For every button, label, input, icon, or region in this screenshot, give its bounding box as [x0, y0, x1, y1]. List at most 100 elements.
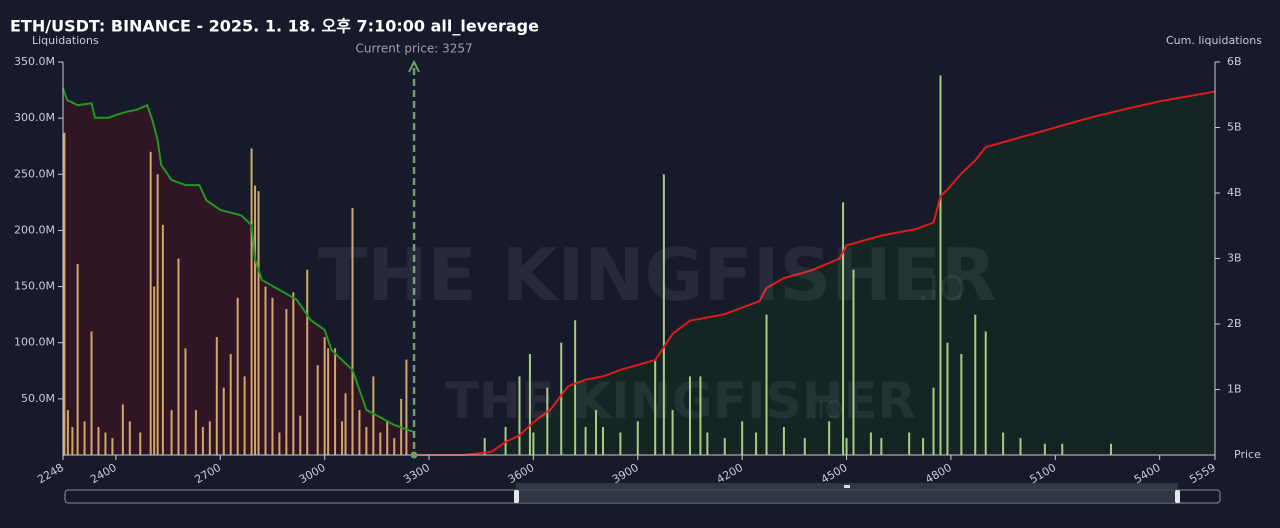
bar: [386, 421, 389, 455]
bar: [852, 269, 855, 455]
bar: [90, 331, 93, 455]
bar: [869, 432, 872, 455]
y-tick-label: 200.0M: [14, 223, 55, 236]
bar: [880, 438, 883, 455]
bar: [619, 432, 622, 455]
bar: [341, 421, 344, 455]
bar: [699, 376, 702, 455]
bar: [184, 348, 187, 455]
bar: [156, 174, 159, 456]
y-tick-label: 100.0M: [14, 336, 55, 349]
bar: [254, 185, 257, 455]
bar: [83, 421, 86, 455]
bar: [111, 438, 114, 455]
bar: [271, 297, 274, 455]
bar: [170, 410, 173, 455]
bar: [121, 404, 124, 455]
bar: [908, 432, 911, 455]
bar: [327, 348, 330, 455]
bar: [636, 421, 639, 455]
y2-tick-label: 6B: [1227, 55, 1242, 68]
bar: [405, 359, 408, 455]
watermark: THE KINGFISHER: [318, 233, 996, 317]
current-price-arrow: [408, 59, 420, 73]
bar: [671, 410, 674, 455]
bar: [292, 292, 295, 455]
bar: [208, 421, 211, 455]
bar: [723, 438, 726, 455]
watermark-suffix: .IO: [918, 269, 966, 309]
bar: [1061, 443, 1064, 455]
bar: [688, 376, 691, 455]
bar: [278, 432, 281, 455]
bar: [782, 426, 785, 455]
bar: [828, 421, 831, 455]
slider-handle[interactable]: [514, 490, 519, 503]
slider-window[interactable]: [516, 483, 1178, 503]
bar: [229, 353, 232, 455]
bar: [299, 415, 302, 455]
watermark-suffix: .IO: [810, 396, 844, 424]
bar: [1002, 432, 1005, 455]
bar: [250, 148, 253, 455]
bar: [574, 320, 577, 455]
plot-area: 50.0M 100.0M 150.0M 200.0M 250.0M 300.0M 350.0…: [14, 42, 1242, 487]
bar: [706, 432, 709, 455]
bar: [128, 421, 131, 455]
bar: [654, 359, 657, 455]
bar: [974, 314, 977, 455]
bar: [932, 387, 935, 455]
bar: [560, 342, 563, 455]
y-tick-label: 250.0M: [14, 167, 55, 180]
bar: [323, 337, 326, 455]
bar: [161, 224, 164, 455]
current-price-dot: [410, 451, 418, 459]
bar: [842, 202, 845, 455]
bar: [257, 191, 260, 455]
y-tick-label: 300.0M: [14, 111, 55, 124]
bar: [306, 269, 309, 455]
y2-tick-label: 5B: [1227, 121, 1242, 134]
y2-tick-label: 4B: [1227, 186, 1242, 199]
bar: [595, 410, 598, 455]
bar: [532, 432, 535, 455]
bar: [1043, 443, 1046, 455]
bar: [939, 75, 942, 455]
bar: [63, 132, 66, 456]
current-price-label: Current price: 3257: [355, 42, 472, 56]
bar: [845, 438, 848, 455]
bar: [222, 387, 225, 455]
slider-grip: [844, 485, 850, 488]
slider-handle[interactable]: [1175, 490, 1180, 503]
bar: [97, 426, 100, 455]
bar: [76, 264, 79, 455]
bar: [372, 376, 375, 455]
bar: [365, 426, 368, 455]
bar: [765, 314, 768, 455]
bar: [236, 297, 239, 455]
bar: [518, 376, 521, 455]
bar: [379, 432, 382, 455]
bar: [584, 426, 587, 455]
bar: [393, 438, 396, 455]
bar: [528, 353, 531, 455]
bar: [358, 410, 361, 455]
bar: [243, 376, 246, 455]
range-slider[interactable]: [64, 483, 1221, 504]
bar: [71, 426, 74, 455]
bar: [316, 365, 319, 455]
chart-title: ETH/USDT: BINANCE - 2025. 1. 18. 오후 7:10…: [10, 17, 539, 36]
area: [414, 91, 1216, 455]
bar: [153, 286, 156, 455]
y2-tick-label: 3B: [1227, 252, 1242, 265]
bar: [483, 438, 486, 455]
bar: [601, 426, 604, 455]
bar: [139, 432, 142, 455]
y2-axis-label: Cum. liquidations: [1166, 34, 1262, 47]
bar: [104, 432, 107, 455]
bar: [922, 438, 925, 455]
y-tick-label: 50.0M: [21, 392, 55, 405]
bar: [960, 353, 963, 455]
bar: [755, 432, 758, 455]
